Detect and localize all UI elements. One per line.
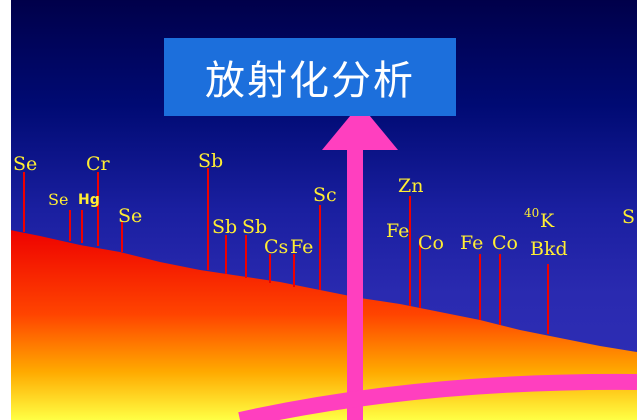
label-fe-3: Fe [460,232,484,254]
label-bkd: Bkd [530,238,568,260]
label-fe-2: Fe [386,220,410,242]
label-co-2: Co [492,232,518,254]
slide-title: 放射化分析 [205,58,415,104]
label-se-1: Se [13,153,38,175]
label-cs: Cs [264,236,289,258]
label-fe-1: Fe [290,236,314,258]
label-sb-3: Sb [242,216,268,238]
label-edge: S [622,206,636,228]
label-k40-symbol: K [540,210,555,232]
pink-arc [238,373,637,420]
label-k40-mass: 40 [524,206,540,220]
label-se-2: Se [48,190,69,209]
label-cr: Cr [86,153,110,175]
label-zn: Zn [398,175,424,197]
left-margin-strip [0,0,11,420]
pink-arrow [322,104,398,420]
spectrum-peaks [23,168,549,334]
spectrum-area [0,228,637,420]
label-hg: Hg [78,192,100,208]
label-sb-1: Sb [198,150,224,172]
title-box: 放射化分析 [164,38,456,116]
label-sc: Sc [313,184,337,206]
label-sb-2: Sb [212,216,238,238]
label-se-3: Se [118,205,143,227]
label-co-1: Co [418,232,444,254]
